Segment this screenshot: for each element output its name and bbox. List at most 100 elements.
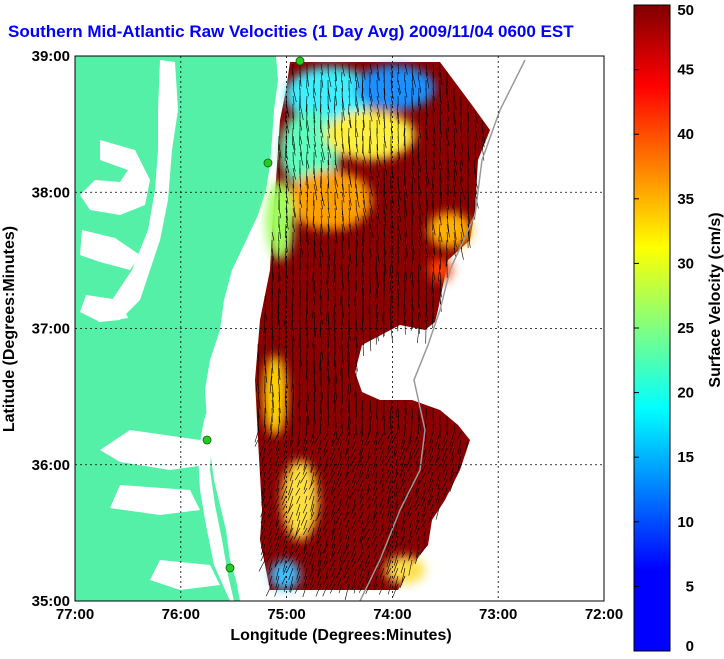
velocity-arrow bbox=[372, 519, 378, 532]
velocity-arrow bbox=[376, 215, 378, 228]
velocity-arrow bbox=[327, 207, 331, 218]
velocity-arrow bbox=[296, 447, 301, 459]
velocity-arrow bbox=[373, 543, 378, 553]
velocity-arrow bbox=[383, 247, 386, 257]
velocity-arrow bbox=[361, 247, 364, 264]
velocity-arrow bbox=[268, 487, 273, 503]
velocity-arrow bbox=[313, 143, 317, 158]
velocity-arrow bbox=[270, 311, 273, 321]
velocity-arrow bbox=[449, 479, 455, 493]
velocity-arrow bbox=[399, 463, 406, 478]
velocity-arrow bbox=[317, 471, 322, 485]
velocity-arrow bbox=[383, 263, 386, 277]
velocity-arrow bbox=[411, 143, 413, 153]
velocity-arrow bbox=[372, 527, 378, 539]
velocity-arrow bbox=[397, 199, 400, 210]
velocity-arrow bbox=[442, 455, 448, 468]
velocity-arrow bbox=[283, 535, 287, 547]
velocity-arrow bbox=[311, 439, 315, 447]
velocity-arrow bbox=[432, 415, 435, 426]
velocity-arrow bbox=[415, 551, 420, 564]
velocity-arrow bbox=[423, 535, 427, 544]
velocity-arrow bbox=[439, 271, 442, 285]
velocity-arrow bbox=[362, 255, 365, 265]
velocity-arrow bbox=[386, 463, 392, 476]
velocity-arrow bbox=[290, 583, 294, 593]
velocity-arrow bbox=[303, 575, 308, 588]
velocity-arrow bbox=[285, 223, 287, 238]
velocity-arrow bbox=[297, 575, 301, 583]
velocity-arrow bbox=[346, 463, 350, 476]
velocity-arrow bbox=[404, 223, 408, 237]
slow-zone bbox=[285, 67, 375, 123]
velocity-arrow bbox=[383, 95, 388, 110]
velocity-arrow bbox=[294, 583, 301, 594]
velocity-arrow bbox=[320, 383, 323, 400]
velocity-arrow bbox=[271, 359, 274, 374]
velocity-arrow bbox=[341, 215, 345, 231]
velocity-arrow bbox=[292, 279, 294, 296]
velocity-arrow bbox=[411, 175, 414, 194]
velocity-arrow bbox=[322, 447, 329, 458]
velocity-arrow bbox=[330, 463, 336, 476]
velocity-arrow bbox=[474, 183, 478, 195]
velocity-arrow bbox=[322, 583, 329, 597]
velocity-arrow bbox=[420, 495, 427, 509]
velocity-arrow bbox=[266, 551, 273, 562]
velocity-arrow bbox=[368, 295, 371, 314]
velocity-arrow bbox=[411, 119, 413, 131]
velocity-arrow bbox=[417, 311, 420, 320]
velocity-arrow bbox=[320, 263, 323, 273]
velocity-arrow bbox=[297, 463, 301, 471]
velocity-arrow bbox=[446, 191, 449, 201]
velocity-arrow bbox=[308, 479, 315, 490]
velocity-arrow bbox=[283, 471, 287, 480]
velocity-arrow bbox=[327, 215, 330, 232]
velocity-arrow bbox=[319, 327, 322, 338]
velocity-arrow bbox=[369, 263, 371, 275]
velocity-arrow bbox=[381, 511, 385, 519]
velocity-arrow bbox=[327, 247, 330, 260]
velocity-arrow bbox=[362, 199, 367, 213]
velocity-arrow bbox=[286, 559, 294, 573]
velocity-arrow bbox=[303, 559, 308, 568]
velocity-arrow bbox=[432, 143, 435, 158]
velocity-arrow bbox=[295, 535, 301, 547]
velocity-arrow bbox=[389, 303, 392, 315]
velocity-arrow bbox=[385, 543, 392, 558]
velocity-arrow bbox=[334, 175, 338, 188]
velocity-arrow bbox=[271, 327, 274, 341]
velocity-arrow bbox=[460, 127, 462, 137]
velocity-arrow bbox=[320, 127, 324, 138]
velocity-arrow bbox=[341, 71, 343, 83]
velocity-arrow bbox=[369, 95, 373, 107]
velocity-arrow bbox=[275, 567, 280, 581]
velocity-arrow bbox=[474, 119, 477, 129]
velocity-arrow bbox=[411, 271, 414, 288]
velocity-arrow bbox=[338, 583, 343, 594]
velocity-arrow bbox=[299, 135, 303, 145]
velocity-arrow bbox=[418, 207, 422, 226]
velocity-arrow bbox=[260, 503, 266, 518]
velocity-arrow bbox=[267, 503, 273, 518]
velocity-arrow bbox=[306, 247, 310, 257]
velocity-arrow bbox=[306, 215, 308, 229]
velocity-arrow bbox=[325, 567, 329, 581]
velocity-arrow bbox=[305, 311, 308, 325]
velocity-arrow bbox=[362, 215, 365, 233]
velocity-arrow bbox=[467, 111, 470, 122]
velocity-arrow bbox=[348, 175, 352, 188]
velocity-arrow bbox=[323, 431, 329, 441]
velocity-arrow bbox=[411, 151, 415, 166]
velocity-arrow bbox=[390, 143, 393, 155]
velocity-arrow bbox=[327, 71, 332, 88]
velocity-arrow bbox=[362, 287, 364, 302]
velocity-arrow bbox=[450, 455, 455, 466]
velocity-arrow bbox=[432, 199, 434, 215]
velocity-arrow bbox=[407, 503, 413, 517]
velocity-arrow bbox=[295, 543, 301, 554]
velocity-arrow bbox=[270, 367, 273, 386]
velocity-arrow bbox=[387, 503, 392, 520]
velocity-arrow bbox=[358, 511, 364, 522]
velocity-arrow bbox=[453, 167, 456, 186]
